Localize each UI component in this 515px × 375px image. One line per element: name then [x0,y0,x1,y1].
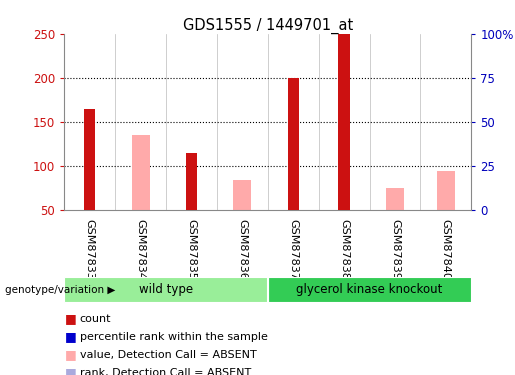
Text: ■: ■ [64,312,76,325]
Text: ■: ■ [64,330,76,343]
Text: GSM87835: GSM87835 [186,219,197,280]
Bar [288,78,299,210]
Bar [437,171,455,210]
Text: wild type: wild type [139,283,193,296]
Text: glycerol kinase knockout: glycerol kinase knockout [296,283,443,296]
Text: GSM87836: GSM87836 [237,219,247,280]
Bar [233,180,251,210]
Bar [186,153,197,210]
Text: count: count [80,314,111,324]
Bar [64,277,268,302]
Bar [338,34,350,210]
Bar [268,277,471,302]
Text: ■: ■ [64,348,76,361]
Text: GSM87838: GSM87838 [339,219,349,280]
Bar [132,135,149,210]
Text: rank, Detection Call = ABSENT: rank, Detection Call = ABSENT [80,368,251,375]
Text: GSM87833: GSM87833 [85,219,95,280]
Text: percentile rank within the sample: percentile rank within the sample [80,332,268,342]
Text: ■: ■ [64,366,76,375]
Text: GSM87840: GSM87840 [441,219,451,280]
Bar [386,188,404,210]
Title: GDS1555 / 1449701_at: GDS1555 / 1449701_at [183,18,353,34]
Text: GSM87834: GSM87834 [135,219,146,280]
Text: GSM87839: GSM87839 [390,219,400,280]
Text: genotype/variation ▶: genotype/variation ▶ [5,285,115,295]
Text: GSM87837: GSM87837 [288,219,298,280]
Bar [84,109,95,210]
Text: value, Detection Call = ABSENT: value, Detection Call = ABSENT [80,350,256,360]
